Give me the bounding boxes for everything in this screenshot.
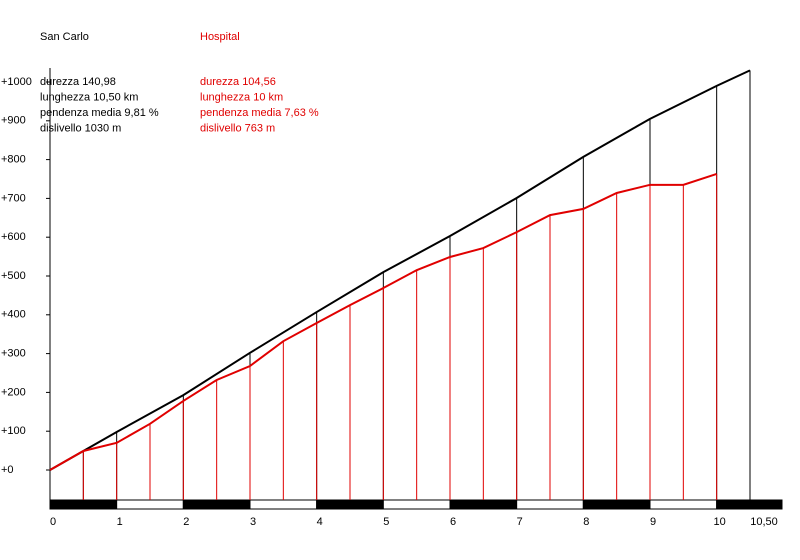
y-tick-label: +700 <box>1 192 26 204</box>
y-tick-label: +300 <box>1 348 26 360</box>
stat-text: pendenza media 7,63 % <box>200 107 319 119</box>
y-tick-label: +600 <box>1 231 26 243</box>
x-tick-label: 10 <box>714 516 726 528</box>
y-tick-label: +900 <box>1 115 26 127</box>
km-segment <box>382 499 451 510</box>
km-segment <box>49 499 118 510</box>
x-tick-label: 10,50 <box>750 516 778 528</box>
y-tick-label: +1000 <box>1 76 32 88</box>
y-tick-label: +200 <box>1 386 26 398</box>
y-tick-label: +0 <box>1 464 14 476</box>
km-segment <box>649 499 718 510</box>
y-tick-label: +100 <box>1 425 26 437</box>
km-segment <box>449 499 518 510</box>
stat-text: durezza 104,56 <box>200 76 276 88</box>
series-line <box>49 69 751 471</box>
x-tick-label: 6 <box>450 516 456 528</box>
series-line <box>49 173 717 471</box>
stat-text: lunghezza 10,50 km <box>40 91 138 103</box>
km-segment <box>116 499 184 510</box>
x-tick-label: 3 <box>250 516 256 528</box>
km-segment <box>516 499 584 510</box>
stat-text: lunghezza 10 km <box>200 91 283 103</box>
y-tick-label: +500 <box>1 270 26 282</box>
stat-text: durezza 140,98 <box>40 76 116 88</box>
x-tick-label: 9 <box>650 516 656 528</box>
legend-label: San Carlo <box>40 31 89 43</box>
y-tick-label: +400 <box>1 309 26 321</box>
km-segment <box>182 499 251 510</box>
km-segment <box>716 499 783 510</box>
stat-text: dislivello 763 m <box>200 122 275 134</box>
stat-text: dislivello 1030 m <box>40 122 121 134</box>
x-tick-label: 2 <box>183 516 189 528</box>
x-tick-label: 8 <box>583 516 589 528</box>
km-segment <box>316 499 384 510</box>
x-tick-label: 1 <box>117 516 123 528</box>
y-tick-label: +800 <box>1 154 26 166</box>
km-segment <box>249 499 318 510</box>
x-tick-label: 4 <box>317 516 323 528</box>
legend-label: Hospital <box>200 31 240 43</box>
x-tick-label: 5 <box>383 516 389 528</box>
km-segment <box>582 499 651 510</box>
x-tick-label: 7 <box>517 516 523 528</box>
stat-text: pendenza media 9,81 % <box>40 107 159 119</box>
x-tick-label: 0 <box>50 516 56 528</box>
